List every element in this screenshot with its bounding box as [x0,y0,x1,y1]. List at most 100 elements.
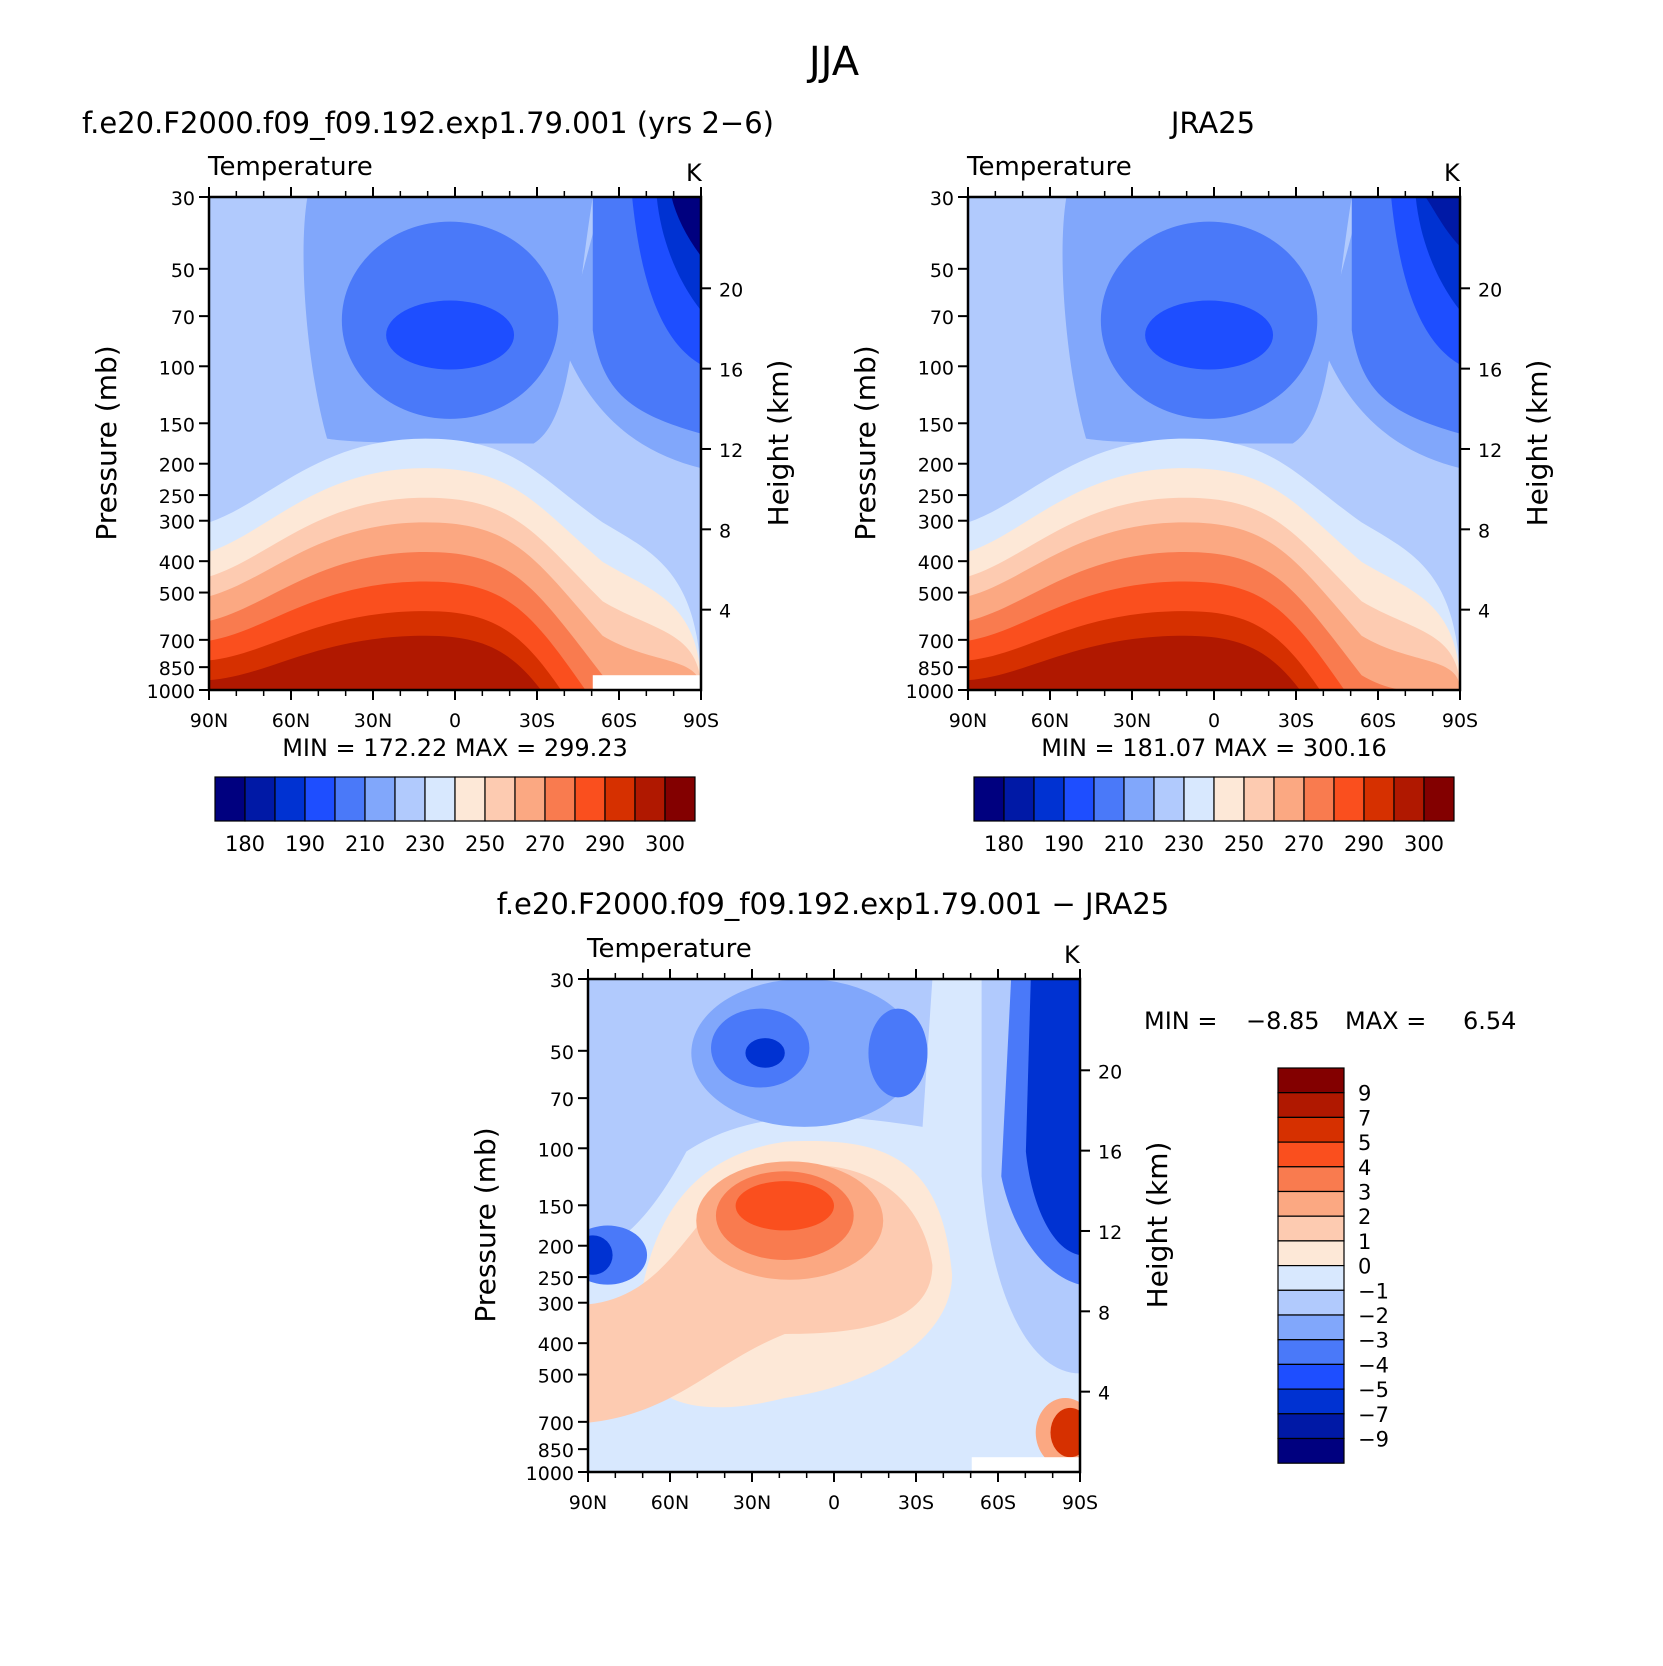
colorbar-label: 4 [1358,1156,1371,1180]
colorbar-swatch [1277,1314,1345,1341]
pressure-tick-label: 70 [930,307,954,329]
missing-data-mask [592,675,701,690]
colorbar-swatch [1363,776,1395,822]
colorbar-label: 300 [1404,832,1444,856]
colorbar-swatch [1333,776,1365,822]
lat-tick-label: 90S [1442,710,1478,732]
colorbar-swatch [1123,776,1155,822]
colorbar-swatch [1093,776,1125,822]
colorbar-label: 230 [405,832,445,856]
colorbar-label: 270 [525,832,565,856]
panel-model-title: f.e20.F2000.f09_f09.192.exp1.79.001 (yrs… [82,106,774,140]
pressure-tick-label: 50 [550,1042,574,1064]
colorbar-swatch [274,776,306,822]
lat-tick-label: 30S [898,1492,934,1514]
colorbar-label: −9 [1358,1428,1389,1452]
pressure-tick-label: 1000 [906,681,954,703]
figure-title: JJA [806,39,860,85]
obs-min-max: MIN = 181.07 MAX = 300.16 [1041,734,1387,762]
height-tick-label: 16 [1098,1142,1122,1164]
diff-max-value: 6.54 [1463,1007,1516,1035]
colorbar-swatch [574,776,606,822]
obs-contour-field [968,197,1460,690]
colorbar-swatch [664,776,696,822]
pressure-tick-label: 500 [538,1366,574,1388]
colorbar-swatch [1277,1437,1345,1464]
colorbar-label: 9 [1358,1082,1371,1106]
colorbar-swatch [1063,776,1095,822]
band-left-cold-core [588,1235,613,1275]
panel-obs: JRA25 Temperature K 30507010015020025030… [849,106,1554,856]
colorbar-swatch [1277,1215,1345,1242]
colorbar-label: −3 [1358,1329,1389,1353]
colorbar-label: −1 [1358,1279,1389,1303]
pressure-tick-label: 1000 [147,681,195,703]
pressure-tick-label: 700 [538,1413,574,1435]
height-tick-label: 12 [1098,1222,1122,1244]
lat-tick-label: 90N [949,710,987,732]
height-tick-label: 4 [719,601,731,623]
panel-obs-title: JRA25 [1169,106,1255,140]
pressure-tick-label: 30 [930,188,954,210]
colorbar-swatch [1277,1067,1345,1094]
colorbar-label: 190 [285,832,325,856]
pressure-tick-label: 30 [550,970,574,992]
pressure-tick-label: 850 [918,658,954,680]
colorbar-label: 210 [345,832,385,856]
colorbar-swatch [484,776,516,822]
colorbar-label: 230 [1164,832,1204,856]
missing-data-mask [971,1457,1080,1472]
diff-ylabel-pressure: Pressure (mb) [469,1127,502,1322]
colorbar-swatch [454,776,486,822]
colorbar-swatch [1243,776,1275,822]
colorbar-label: 2 [1358,1205,1371,1229]
pressure-tick-label: 200 [159,455,195,477]
pressure-tick-label: 500 [918,584,954,606]
height-tick-label: 20 [1478,279,1502,301]
panel-obs-variable-label: Temperature [966,152,1132,182]
height-tick-label: 20 [1098,1061,1122,1083]
height-tick-label: 16 [1478,360,1502,382]
pressure-tick-label: 300 [918,512,954,534]
lat-tick-label: 0 [449,710,461,732]
colorbar-swatch [544,776,576,822]
colorbar-label: −4 [1358,1353,1389,1377]
height-tick-label: 16 [719,360,743,382]
colorbar-swatch [1153,776,1185,822]
band-warm-7 [968,635,1460,690]
height-tick-label: 8 [1098,1302,1110,1324]
panel-diff-title: f.e20.F2000.f09_f09.192.exp1.79.001 − JR… [497,887,1170,921]
lat-tick-label: 30S [1278,710,1314,732]
colorbar-label: −5 [1358,1378,1389,1402]
colorbar-swatch [1277,1116,1345,1143]
lat-tick-label: 60N [1031,710,1069,732]
lat-tick-label: 90N [190,710,228,732]
colorbar-label: 0 [1358,1255,1371,1279]
band-4-5 [735,1181,834,1231]
colorbar-label: 5 [1358,1131,1371,1155]
colorbar-label: 270 [1284,832,1324,856]
lat-tick-label: 60S [980,1492,1016,1514]
diff-max-label: MAX = [1345,1007,1426,1035]
colorbar-swatch [1277,1339,1345,1365]
height-tick-label: 8 [719,520,731,542]
lat-tick-label: 30N [1113,710,1151,732]
colorbar-swatch [1303,776,1335,822]
colorbar-label: 7 [1358,1106,1371,1130]
colorbar-swatch [1393,776,1425,822]
pressure-tick-label: 400 [918,552,954,574]
pressure-tick-label: 1000 [526,1463,574,1485]
colorbar-swatch [244,776,276,822]
panel-diff-unit: K [1064,941,1081,969]
colorbar-label: 250 [465,832,505,856]
pressure-tick-label: 200 [918,455,954,477]
pressure-tick-label: 850 [159,658,195,680]
height-tick-label: 4 [1478,601,1490,623]
band-tropics-190-200 [386,300,515,370]
pressure-tick-label: 250 [538,1268,574,1290]
pressure-tick-label: 150 [538,1196,574,1218]
